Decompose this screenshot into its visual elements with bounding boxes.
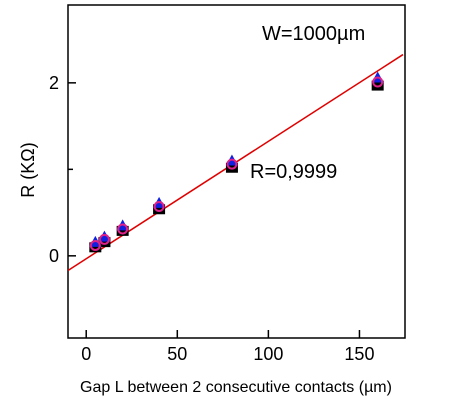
fit-annotation: R=0,9999: [250, 161, 337, 183]
square-marker: [116, 225, 129, 236]
axis-ticks: 0 50 100 150 0 2: [49, 73, 374, 364]
data-points: [89, 71, 384, 253]
width-annotation: W=1000µm: [262, 23, 365, 45]
y-tick-label: 2: [49, 73, 59, 93]
circle-marker: [89, 239, 101, 251]
y-axis-label: R (KΩ): [18, 142, 38, 197]
plot-frame: [67, 4, 406, 339]
x-tick-label: 0: [81, 344, 91, 364]
circle-marker: [117, 223, 129, 235]
x-tick-label: 50: [167, 344, 187, 364]
square-marker: [89, 242, 102, 253]
x-tick-label: 150: [344, 344, 374, 364]
circle-marker: [98, 233, 110, 245]
x-tick-label: 100: [253, 344, 283, 364]
x-axis-label: Gap L between 2 consecutive contacts (µm…: [80, 379, 392, 396]
y-tick-label: 0: [49, 246, 59, 266]
circle-marker: [372, 76, 384, 88]
circle-marker: [226, 158, 238, 170]
square-marker: [98, 237, 111, 248]
triangle-marker: [98, 230, 111, 242]
square-marker: [153, 204, 166, 215]
circle-marker: [153, 201, 165, 213]
